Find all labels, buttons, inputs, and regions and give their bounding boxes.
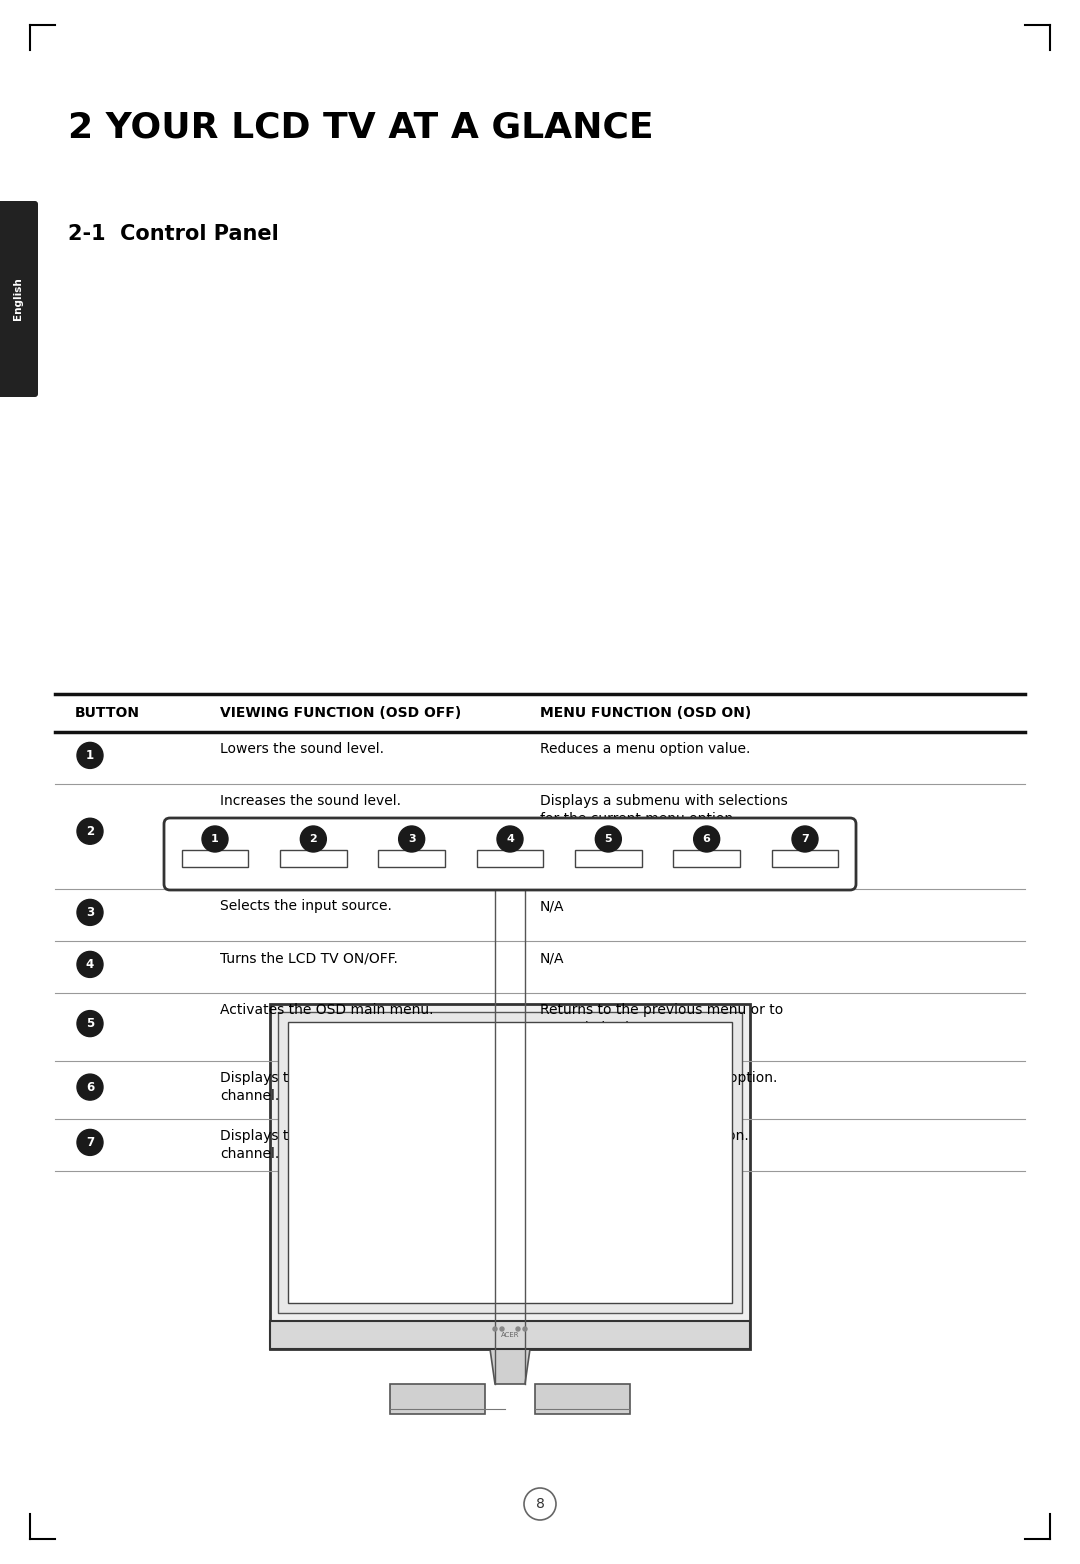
Text: 2: 2 <box>310 834 318 845</box>
Text: N/A: N/A <box>540 951 565 965</box>
Text: 5: 5 <box>86 1017 94 1031</box>
Polygon shape <box>490 1350 530 1384</box>
Circle shape <box>77 951 103 978</box>
Circle shape <box>792 826 818 852</box>
Text: N/A: N/A <box>540 899 565 913</box>
Bar <box>280 851 347 866</box>
Bar <box>535 1384 630 1414</box>
Text: 6: 6 <box>86 1081 94 1093</box>
Text: ACER: ACER <box>501 1333 519 1337</box>
Circle shape <box>516 1326 519 1331</box>
Text: MENU: MENU <box>597 871 620 879</box>
Text: INPUT: INPUT <box>401 871 423 879</box>
Text: Displays a submenu with selections
for the current menu option.

Increases a men: Displays a submenu with selections for t… <box>540 795 787 863</box>
Text: 3: 3 <box>408 834 416 845</box>
Text: Lowers the sound level.: Lowers the sound level. <box>220 741 384 755</box>
Text: Activates the OSD main menu.: Activates the OSD main menu. <box>220 1003 433 1017</box>
Circle shape <box>202 826 228 852</box>
Circle shape <box>523 1326 527 1331</box>
Text: Selects the input source.: Selects the input source. <box>220 899 392 913</box>
Circle shape <box>77 1010 103 1037</box>
Text: 1: 1 <box>86 749 94 762</box>
Text: 4: 4 <box>507 834 514 845</box>
Circle shape <box>492 1326 497 1331</box>
Text: POWER: POWER <box>496 871 524 879</box>
FancyBboxPatch shape <box>164 818 856 890</box>
Bar <box>575 851 642 866</box>
Text: Increases the sound level.: Increases the sound level. <box>220 795 401 809</box>
Text: 5: 5 <box>605 834 612 845</box>
Circle shape <box>300 826 326 852</box>
Circle shape <box>77 743 103 768</box>
Text: Selects the next menu option.: Selects the next menu option. <box>540 1129 748 1143</box>
Bar <box>278 1012 742 1314</box>
Circle shape <box>77 899 103 926</box>
Circle shape <box>77 1129 103 1156</box>
Circle shape <box>693 826 719 852</box>
Circle shape <box>77 818 103 845</box>
Bar <box>270 1004 750 1350</box>
Text: Turns the LCD TV ON/OFF.: Turns the LCD TV ON/OFF. <box>220 951 397 965</box>
Text: MENU FUNCTION (OSD ON): MENU FUNCTION (OSD ON) <box>540 705 752 719</box>
Circle shape <box>500 1326 504 1331</box>
Text: 8: 8 <box>536 1497 544 1511</box>
Text: 2: 2 <box>86 824 94 838</box>
Text: 7: 7 <box>801 834 809 845</box>
Text: Returns to the previous menu or to
normal viewing.: Returns to the previous menu or to norma… <box>540 1003 783 1035</box>
Bar <box>181 851 248 866</box>
Bar <box>270 1322 750 1350</box>
Text: ▼  CH  ▲: ▼ CH ▲ <box>705 871 738 879</box>
Bar <box>771 851 838 866</box>
Text: 2-1  Control Panel: 2-1 Control Panel <box>68 224 279 244</box>
Text: Reduces a menu option value.: Reduces a menu option value. <box>540 741 751 755</box>
Text: 4: 4 <box>86 957 94 971</box>
Text: English: English <box>13 278 23 321</box>
Circle shape <box>497 826 523 852</box>
Text: 1: 1 <box>211 834 219 845</box>
Bar <box>288 1021 732 1303</box>
Text: Displays the next stored
channel.: Displays the next stored channel. <box>220 1129 389 1162</box>
Circle shape <box>77 1074 103 1099</box>
Bar <box>476 851 543 866</box>
Circle shape <box>595 826 621 852</box>
Text: Selects the previous menu option.: Selects the previous menu option. <box>540 1071 778 1085</box>
FancyBboxPatch shape <box>0 202 38 397</box>
Text: 3: 3 <box>86 906 94 920</box>
Circle shape <box>399 826 424 852</box>
Text: Displays the previous stored
channel.: Displays the previous stored channel. <box>220 1071 418 1103</box>
Bar <box>390 1384 485 1414</box>
Text: VIEWING FUNCTION (OSD OFF): VIEWING FUNCTION (OSD OFF) <box>220 705 461 719</box>
Text: 6: 6 <box>703 834 711 845</box>
Text: BUTTON: BUTTON <box>75 705 140 719</box>
Text: 7: 7 <box>86 1135 94 1150</box>
Bar <box>378 851 445 866</box>
Text: ◄  VOL  ►: ◄ VOL ► <box>221 871 258 879</box>
Text: 2 YOUR LCD TV AT A GLANCE: 2 YOUR LCD TV AT A GLANCE <box>68 109 653 144</box>
Bar <box>673 851 740 866</box>
